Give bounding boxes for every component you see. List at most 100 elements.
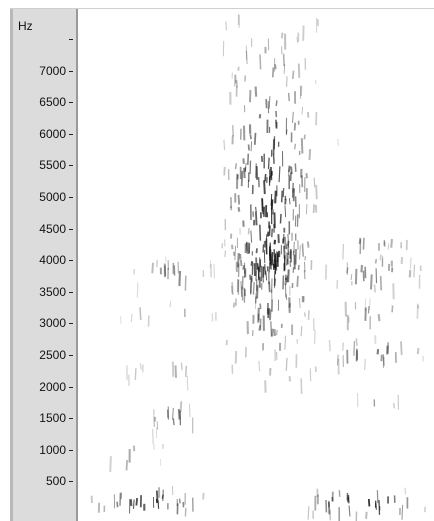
spectral-striation <box>294 242 295 253</box>
spectral-striation <box>268 232 269 237</box>
tick-label: 2000 <box>39 380 66 394</box>
spectral-striation <box>226 22 227 31</box>
spectral-striation <box>275 191 276 204</box>
spectral-striation <box>251 261 252 266</box>
tick-label: 4500 <box>39 222 66 236</box>
spectral-striation <box>179 409 180 420</box>
spectral-striation <box>173 408 174 420</box>
spectral-striation <box>269 96 270 109</box>
spectrogram-plot[interactable] <box>80 9 434 521</box>
spectral-striation <box>131 499 132 506</box>
spectral-striation <box>285 199 286 205</box>
tick-label: 1000 <box>39 443 66 457</box>
spectral-striation <box>258 263 259 269</box>
spectral-striation <box>297 276 298 287</box>
spectral-striation <box>285 336 286 350</box>
spectral-striation <box>288 269 289 282</box>
spectral-striation <box>255 263 256 276</box>
spectral-striation <box>162 495 163 499</box>
spectral-striation <box>276 111 277 117</box>
tick-mark <box>69 292 73 293</box>
spectral-striation <box>256 207 257 212</box>
spectral-striation <box>299 298 300 308</box>
spectral-striation <box>279 166 280 182</box>
spectral-striation <box>275 279 276 286</box>
spectral-striation <box>203 493 204 499</box>
spectral-striation <box>379 314 380 321</box>
spectral-striation <box>394 403 395 408</box>
spectrogram-image <box>80 9 434 521</box>
spectral-striation <box>235 246 236 260</box>
tick-label: 500 <box>46 474 66 488</box>
spectral-striation <box>305 262 306 272</box>
spectral-striation <box>249 145 250 151</box>
spectral-striation <box>266 99 267 108</box>
spectral-striation <box>140 364 141 370</box>
spectral-striation <box>273 67 274 77</box>
spectral-striation <box>283 188 284 197</box>
spectral-striation <box>376 503 377 510</box>
spectral-striation <box>153 429 154 444</box>
spectral-striation <box>265 264 266 275</box>
spectral-striation <box>264 180 265 194</box>
spectral-striation <box>314 204 315 213</box>
spectral-striation <box>251 231 252 243</box>
spectral-striation <box>269 225 270 235</box>
tick-label: 6500 <box>39 95 66 109</box>
spectral-striation <box>275 64 276 69</box>
spectral-striation <box>276 100 277 106</box>
spectral-striation <box>330 510 331 520</box>
spectral-striation <box>179 271 180 286</box>
spectral-striation <box>410 270 411 277</box>
spectral-striation <box>269 158 270 169</box>
spectral-striation <box>356 269 357 284</box>
spectral-striation <box>256 87 257 97</box>
spectral-striation <box>173 418 174 425</box>
spectral-striation <box>247 242 248 254</box>
spectral-striation <box>232 245 233 249</box>
spectral-striation <box>244 168 245 178</box>
spectral-striation <box>250 134 251 139</box>
spectral-striation <box>170 302 171 308</box>
spectral-striation <box>295 123 296 131</box>
tick-mark <box>69 323 73 324</box>
spectral-striation <box>272 252 273 265</box>
spectral-striation <box>190 404 191 418</box>
spectral-striation <box>243 265 244 269</box>
tick-label: 2500 <box>39 348 66 362</box>
tick-mark <box>69 418 73 419</box>
spectral-striation <box>375 284 376 292</box>
spectral-striation <box>136 498 137 505</box>
spectral-striation <box>256 258 257 271</box>
spectral-striation <box>276 120 277 129</box>
spectral-striation <box>186 366 187 377</box>
spectral-striation <box>286 294 287 300</box>
spectral-striation <box>282 191 283 203</box>
spectral-striation <box>248 154 249 165</box>
spectral-striation <box>238 67 239 71</box>
tick-mark <box>69 197 73 198</box>
spectral-striation <box>338 139 339 146</box>
spectral-striation <box>224 140 225 150</box>
tick-mark <box>69 387 73 388</box>
tick-mark <box>69 71 73 72</box>
spectral-striation <box>347 268 348 274</box>
tick-label: 1500 <box>39 411 66 425</box>
spectral-striation <box>241 260 242 266</box>
spectral-striation <box>371 274 372 289</box>
spectral-striation <box>391 239 392 248</box>
spectral-striation <box>299 265 300 270</box>
spectral-striation <box>232 282 233 295</box>
spectral-striation <box>285 237 286 249</box>
spectral-striation <box>316 185 317 199</box>
spectral-striation <box>260 225 261 241</box>
spectral-striation <box>187 376 188 391</box>
spectral-striation <box>255 133 256 145</box>
spectral-striation <box>176 365 177 377</box>
spectral-striation <box>337 280 338 289</box>
tick-mark <box>69 102 73 103</box>
spectral-striation <box>308 242 309 248</box>
frequency-unit-label: Hz <box>18 19 33 33</box>
spectral-striation <box>365 359 366 370</box>
